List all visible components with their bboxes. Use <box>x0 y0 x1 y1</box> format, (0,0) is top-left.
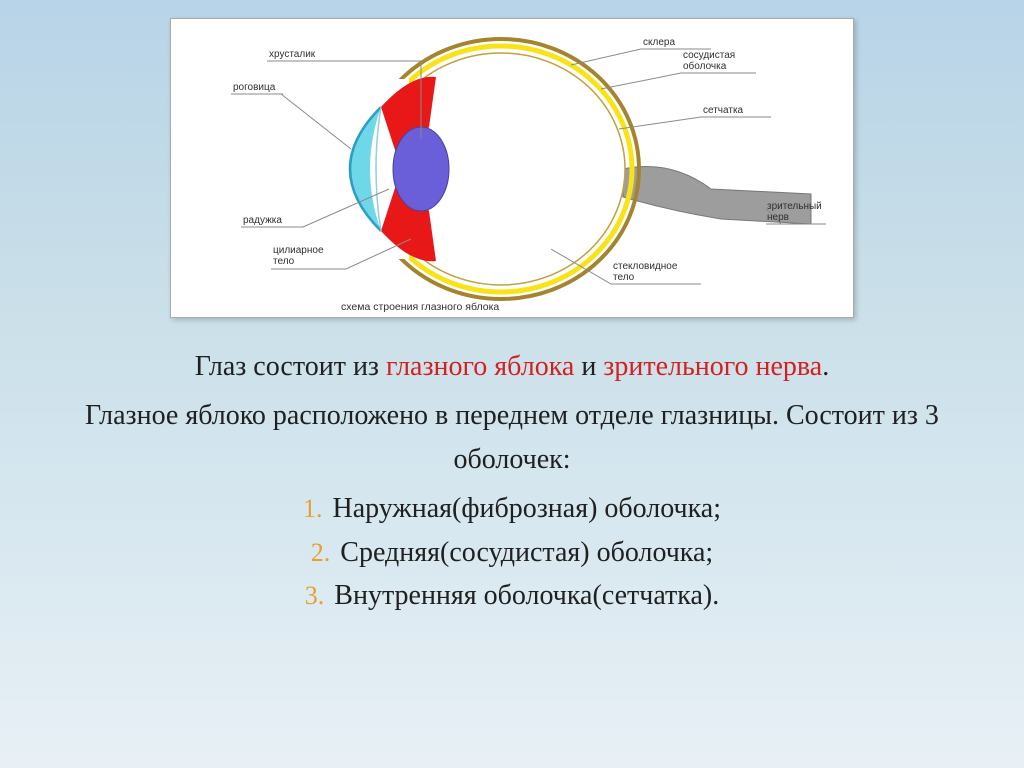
layer-item-2: 2. Средняя(сосудистая) оболочка; <box>303 531 721 574</box>
paragraph-2: Глазное яблоко расположено в переднем от… <box>45 394 979 481</box>
label-sklera: склера <box>643 37 675 48</box>
label-sosudistaya: сосудистаяоболочка <box>683 51 735 72</box>
layer-num-3: 3. <box>305 581 325 610</box>
paragraph-1: Глаз состоит из глазного яблока и зрител… <box>45 345 979 388</box>
eye-diagram-box: хрусталик роговица радужка цилиарноетело… <box>170 18 854 318</box>
diagram-caption: схема строения глазного яблока <box>341 301 499 313</box>
p1-pre: Глаз состоит из <box>195 351 386 382</box>
p1-em2: зрительного нерва <box>603 351 822 382</box>
eye-diagram-svg <box>171 19 855 319</box>
layer-text-3: Внутренняя оболочка(сетчатка). <box>334 580 719 611</box>
p1-mid: и <box>574 351 603 382</box>
label-khrustalik: хрусталик <box>269 49 315 60</box>
label-zritelnyi-nerv: зрительныйнерв <box>767 202 822 223</box>
p1-em1: глазного яблока <box>386 351 574 382</box>
layer-text-1: Наружная(фиброзная) оболочка; <box>332 493 721 524</box>
lens <box>393 127 449 211</box>
layer-text-2: Средняя(сосудистая) оболочка; <box>340 537 713 568</box>
layer-num-1: 1. <box>303 494 323 523</box>
layer-num-2: 2. <box>311 538 331 567</box>
layer-item-3: 3. Внутренняя оболочка(сетчатка). <box>303 574 721 617</box>
p1-end: . <box>822 351 829 382</box>
label-steklovidnoe: стекловидноетело <box>613 262 677 283</box>
label-raduzhka: радужка <box>243 215 282 226</box>
text-body: Глаз состоит из глазного яблока и зрител… <box>45 345 979 617</box>
label-rogovitsa: роговица <box>233 82 275 93</box>
label-setchatka: сетчатка <box>703 105 743 116</box>
layer-item-1: 1. Наружная(фиброзная) оболочка; <box>303 487 721 530</box>
layers-list: 1. Наружная(фиброзная) оболочка; 2. Средня… <box>303 487 721 617</box>
label-tsiliarnoe-telo: цилиарноетело <box>273 246 324 267</box>
